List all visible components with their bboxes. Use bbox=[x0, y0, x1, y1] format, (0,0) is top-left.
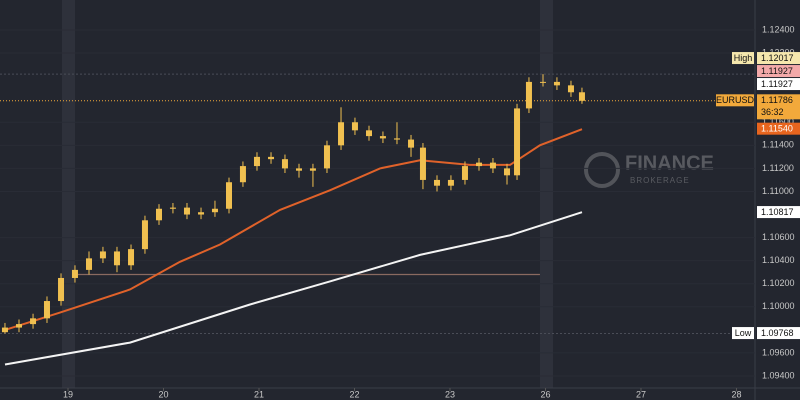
price-label: 1.11927 bbox=[761, 79, 793, 89]
candle-body bbox=[16, 324, 23, 328]
name-box bbox=[732, 327, 754, 340]
candle-body bbox=[447, 179, 454, 186]
price-label: 1.09768 bbox=[761, 328, 794, 338]
candle-body bbox=[156, 208, 163, 221]
candle-body bbox=[58, 277, 65, 302]
countdown: 36:32 bbox=[761, 107, 784, 117]
candle-body bbox=[351, 122, 358, 131]
watermark-logo bbox=[584, 152, 620, 188]
candle-body bbox=[461, 166, 468, 180]
candle-body bbox=[268, 156, 275, 160]
session-band bbox=[62, 0, 75, 388]
price-box bbox=[757, 52, 800, 65]
x-tick-label: 22 bbox=[349, 389, 359, 399]
candle-body bbox=[128, 249, 135, 266]
candle-body bbox=[71, 269, 78, 278]
watermark-subtitle: BROKERAGE bbox=[630, 176, 690, 185]
watermark-title: FINANCE bbox=[625, 152, 714, 174]
level-name: High bbox=[734, 53, 753, 63]
price-box bbox=[757, 65, 800, 78]
price-label: 1.12017 bbox=[761, 53, 794, 63]
candle-body bbox=[1, 327, 8, 333]
candle-body bbox=[281, 159, 288, 169]
candle-body bbox=[43, 301, 50, 319]
price-label: 1.11786 bbox=[761, 95, 793, 105]
candle-body bbox=[253, 156, 260, 167]
y-tick-label: 1.11600 bbox=[762, 117, 794, 127]
x-tick-label: 26 bbox=[540, 389, 550, 399]
candle-body bbox=[578, 92, 585, 101]
y-tick-label: 1.10400 bbox=[762, 255, 795, 265]
y-tick-label: 1.11200 bbox=[762, 163, 794, 173]
candle-body bbox=[503, 168, 510, 176]
candle-body bbox=[433, 179, 440, 186]
y-tick-label: 1.11400 bbox=[762, 140, 794, 150]
y-tick-label: 1.11000 bbox=[762, 186, 794, 196]
candle-body bbox=[211, 208, 218, 213]
price-label: 1.10817 bbox=[761, 207, 794, 217]
candle-body bbox=[476, 162, 483, 167]
y-tick-label: 1.09600 bbox=[762, 347, 795, 357]
candle-body bbox=[141, 220, 148, 250]
price-label: 1.11927 bbox=[761, 66, 793, 76]
candle-body bbox=[239, 166, 246, 183]
candle-body bbox=[366, 130, 373, 137]
candle-body bbox=[338, 122, 345, 146]
price-box bbox=[757, 78, 800, 91]
candle-body bbox=[539, 81, 546, 83]
candle-body bbox=[393, 138, 400, 140]
candle-body bbox=[183, 207, 190, 215]
candle-body bbox=[525, 81, 532, 109]
candle-body bbox=[309, 168, 316, 171]
candle-body bbox=[113, 251, 120, 266]
candle-body bbox=[226, 182, 233, 209]
candle-body bbox=[489, 162, 496, 169]
price-box bbox=[757, 122, 800, 135]
moving-average bbox=[4, 211, 583, 366]
candle-body bbox=[30, 318, 37, 325]
y-tick-label: 1.12400 bbox=[762, 24, 795, 34]
x-tick-label: 19 bbox=[63, 389, 73, 399]
x-tick-label: 20 bbox=[158, 389, 168, 399]
price-box bbox=[757, 206, 800, 219]
name-box bbox=[732, 52, 754, 65]
level-name: EURUSD bbox=[716, 95, 755, 105]
level-name: Low bbox=[735, 328, 752, 338]
candle-body bbox=[514, 108, 521, 176]
candle-body bbox=[99, 251, 106, 259]
candle-body bbox=[323, 145, 330, 169]
x-tick-label: 28 bbox=[731, 389, 741, 399]
x-tick-label: 27 bbox=[636, 389, 646, 399]
y-tick-label: 1.09400 bbox=[762, 370, 795, 380]
candle-body bbox=[553, 81, 560, 86]
candle-body bbox=[296, 168, 303, 171]
candle-body bbox=[567, 85, 574, 93]
y-tick-label: 1.10600 bbox=[762, 232, 795, 242]
name-box bbox=[716, 94, 754, 107]
candle-body bbox=[379, 136, 386, 139]
price-box bbox=[757, 94, 800, 120]
candle-body bbox=[86, 258, 93, 270]
session-band bbox=[540, 0, 553, 388]
candle-body bbox=[419, 147, 426, 180]
candle-body bbox=[169, 207, 176, 209]
price-box bbox=[757, 327, 800, 340]
candle-body bbox=[198, 212, 205, 215]
moving-average bbox=[4, 128, 583, 331]
x-tick-label: 23 bbox=[445, 389, 455, 399]
candle-body bbox=[408, 139, 415, 148]
price-label: 1.11540 bbox=[761, 124, 793, 134]
y-tick-label: 1.10000 bbox=[762, 301, 795, 311]
x-tick-label: 21 bbox=[254, 389, 264, 399]
y-tick-label: 1.10200 bbox=[762, 278, 795, 288]
